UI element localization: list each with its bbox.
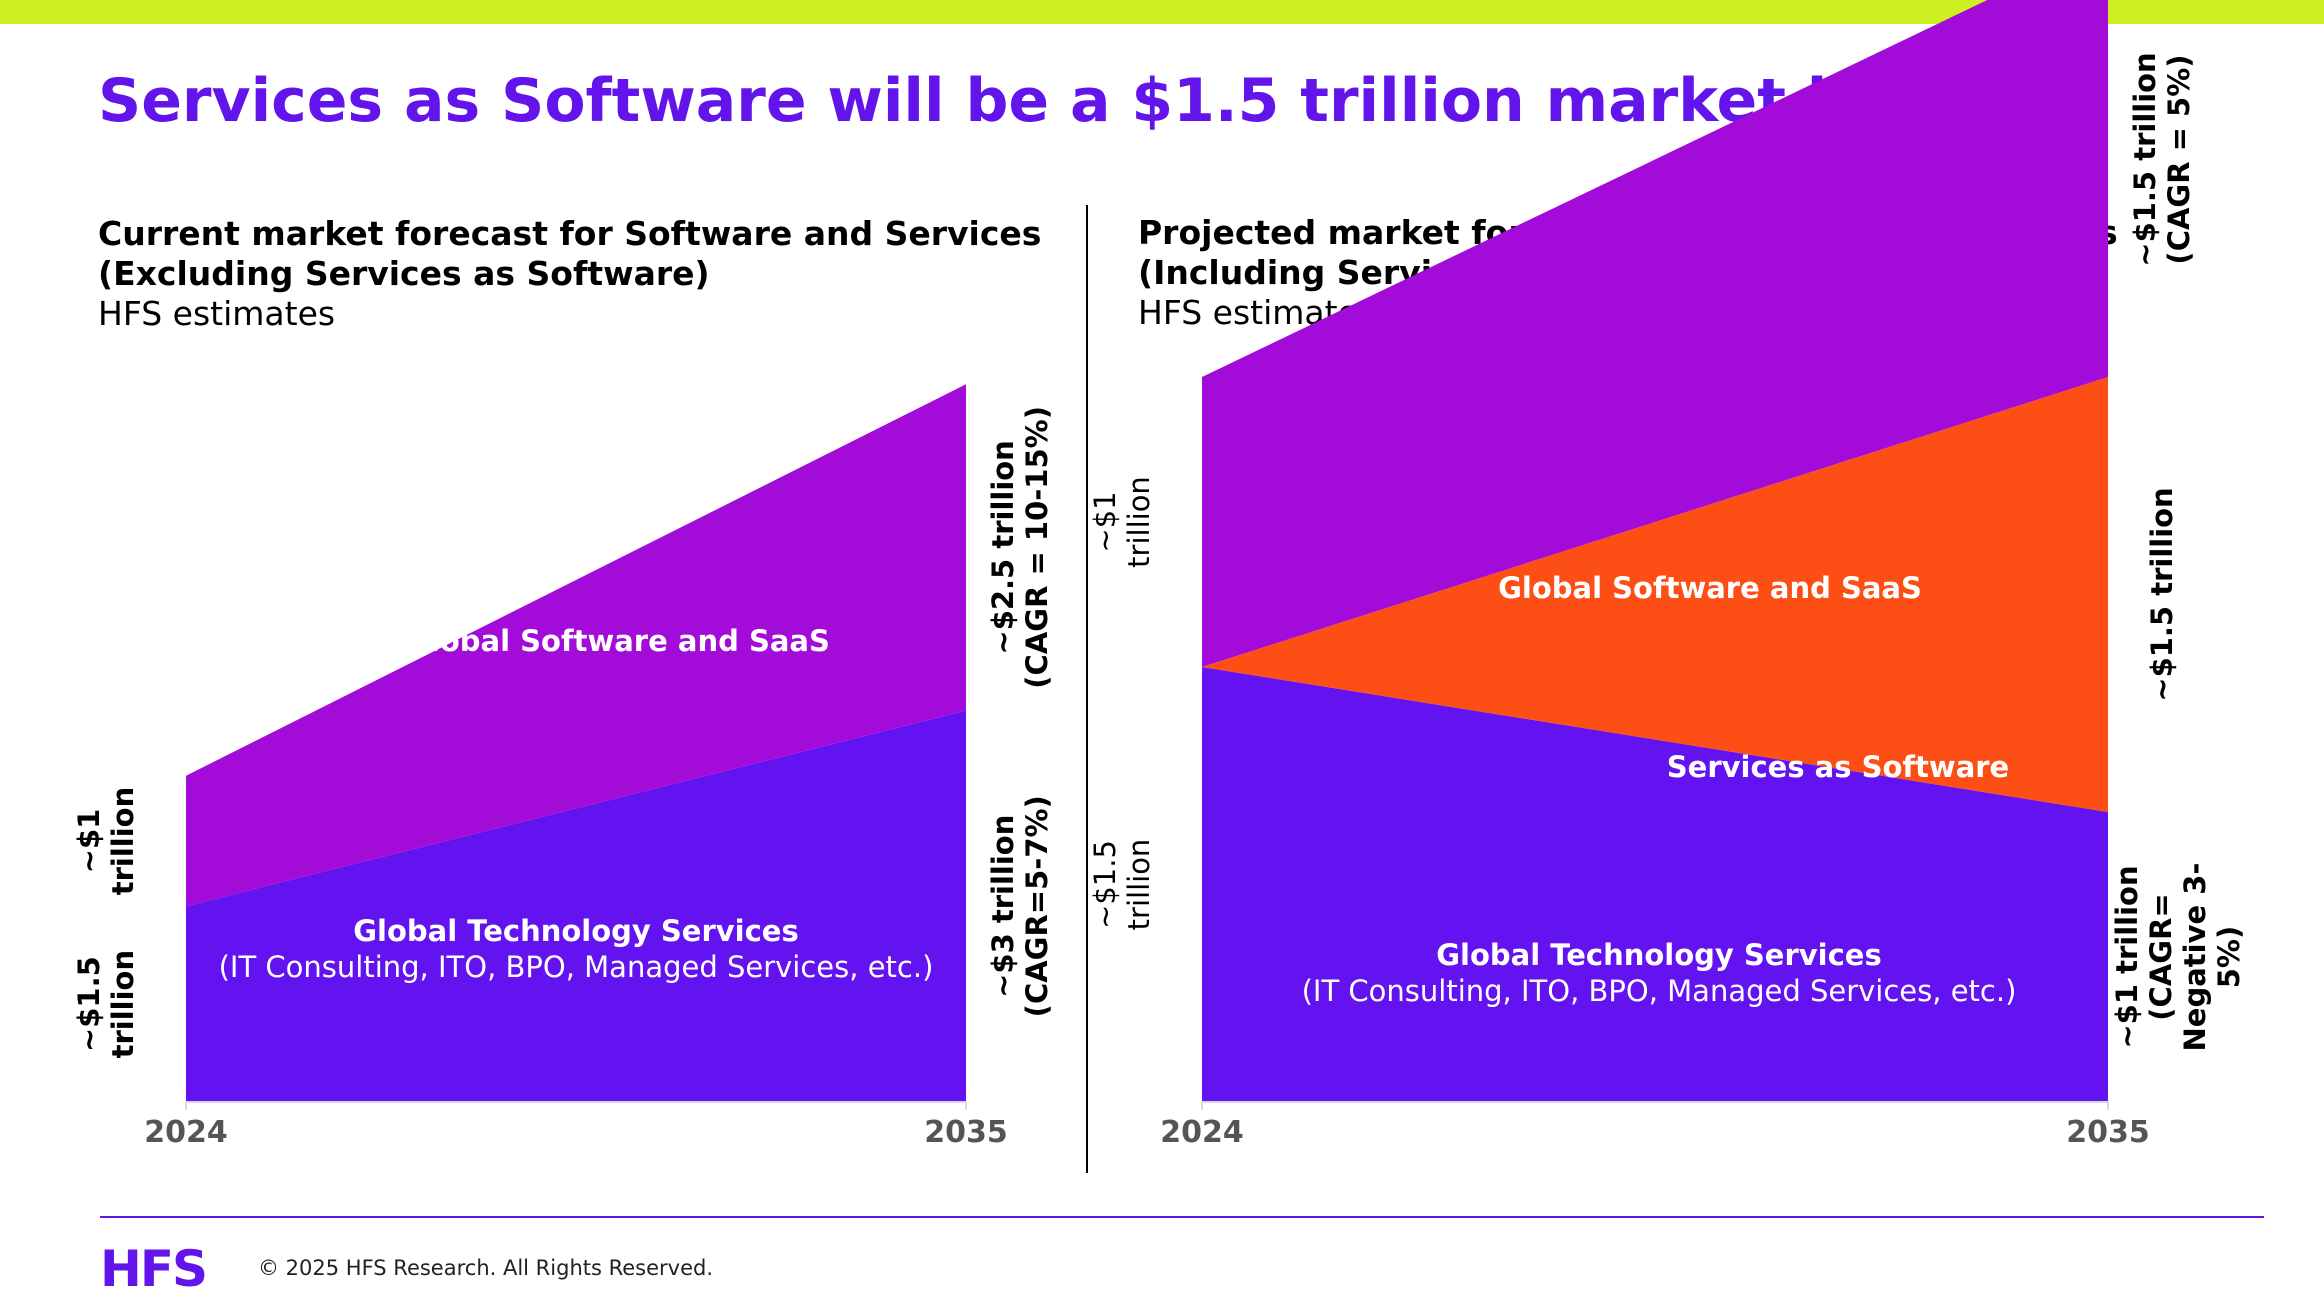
right-end-global-technology-services: ~$1 trillion(CAGR=Negative 3-5%) bbox=[2110, 863, 2246, 1052]
right-xtick-2035: 2035 bbox=[2066, 1115, 2150, 1150]
left-label-global-software-and-saas: Global Software and SaaS bbox=[406, 624, 830, 658]
left-xtick-2035: 2035 bbox=[924, 1115, 1008, 1150]
left-label-global-technology-services: Global Technology Services bbox=[353, 914, 798, 948]
left-subtitle-line2: (Excluding Services as Software) bbox=[98, 254, 710, 293]
left-area-global-technology-services bbox=[186, 710, 966, 1102]
panel-divider bbox=[1086, 205, 1088, 1173]
left-start-global-technology-services: ~$1.5trillion bbox=[72, 950, 140, 1059]
right-area-services-as-software bbox=[1202, 377, 2108, 812]
left-sublabel-global-technology-services: (IT Consulting, ITO, BPO, Managed Servic… bbox=[219, 950, 934, 984]
left-end-global-software-and-saas: ~$2.5 trillion(CAGR = 10-15%) bbox=[986, 406, 1054, 689]
right-end-global-software-and-saas: ~$1.5 trillion(CAGR = 5%) bbox=[2128, 52, 2196, 266]
left-subtitle: Current market forecast for Software and… bbox=[98, 214, 1041, 334]
left-area-global-software-and-saas bbox=[186, 384, 966, 907]
right-end-services-as-software: ~$1.5 trillion bbox=[2145, 487, 2179, 701]
right-start-global-software-and-saas: ~$1trillion bbox=[1088, 476, 1156, 568]
left-start-global-software-and-saas: ~$1trillion bbox=[72, 787, 140, 896]
copyright: © 2025 HFS Research. All Rights Reserved… bbox=[258, 1256, 714, 1280]
right-xtick-2024: 2024 bbox=[1160, 1115, 1244, 1150]
accent-bar bbox=[0, 0, 2324, 24]
right-label-services-as-software: Services as Software bbox=[1667, 750, 2009, 784]
footer-rule bbox=[100, 1216, 2264, 1218]
hfs-logo: HFS bbox=[100, 1240, 208, 1298]
left-xtick-2024: 2024 bbox=[144, 1115, 228, 1150]
right-area-global-software-and-saas bbox=[1202, 0, 2108, 667]
right-label-global-software-and-saas: Global Software and SaaS bbox=[1498, 571, 1922, 605]
left-end-global-technology-services: ~$3 trillion(CAGR=5-7%) bbox=[986, 795, 1054, 1017]
right-label-global-technology-services: Global Technology Services bbox=[1436, 938, 1881, 972]
right-sublabel-global-technology-services: (IT Consulting, ITO, BPO, Managed Servic… bbox=[1302, 974, 2017, 1008]
left-subtitle-line1: Current market forecast for Software and… bbox=[98, 214, 1042, 253]
left-source: HFS estimates bbox=[98, 294, 336, 333]
right-start-global-technology-services: ~$1.5trillion bbox=[1088, 839, 1156, 931]
